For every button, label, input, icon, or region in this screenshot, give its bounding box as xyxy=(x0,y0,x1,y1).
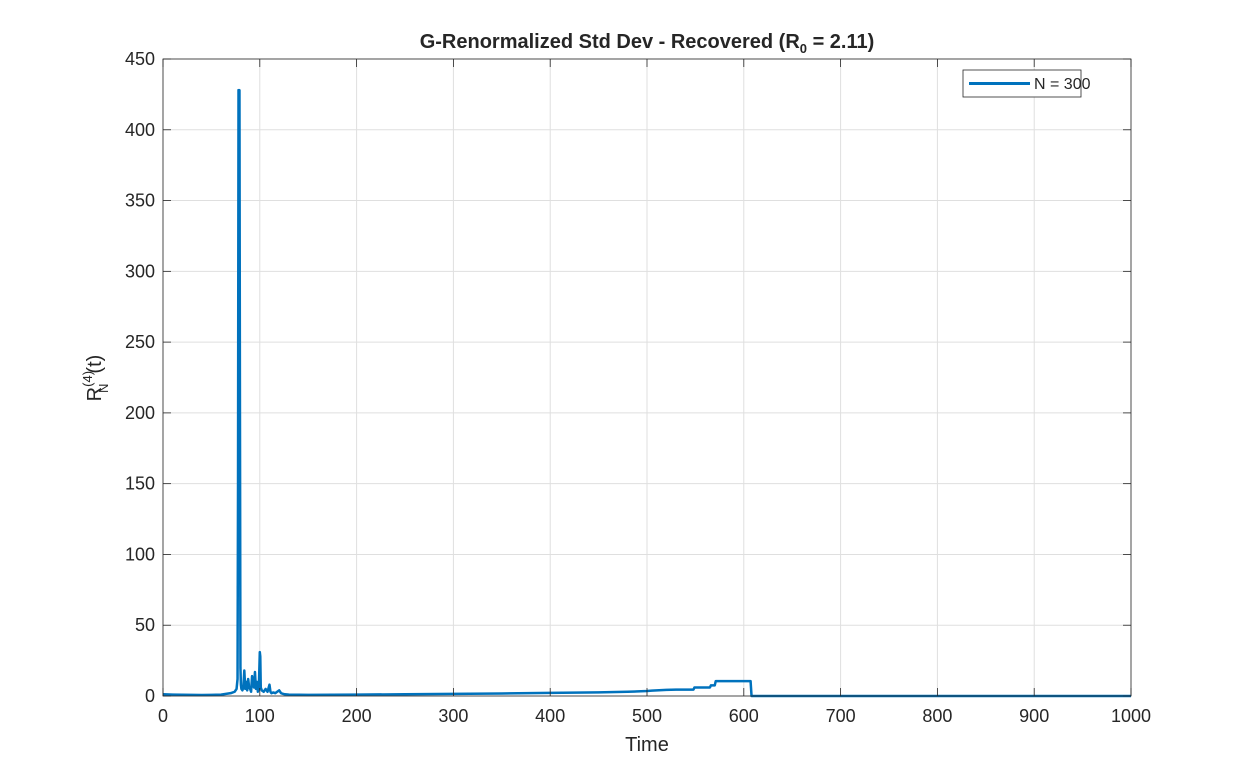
x-tick-label: 400 xyxy=(535,706,565,726)
x-tick-label: 100 xyxy=(245,706,275,726)
y-tick-label: 50 xyxy=(135,615,155,635)
x-tick-label: 500 xyxy=(632,706,662,726)
series-layer xyxy=(162,88,1131,698)
y-tick-label: 200 xyxy=(125,403,155,423)
y-tick-label: 0 xyxy=(145,686,155,706)
x-tick-label: 700 xyxy=(826,706,856,726)
x-axis-label: Time xyxy=(625,734,669,756)
y-tick-label: 350 xyxy=(125,191,155,211)
y-tick-label: 400 xyxy=(125,120,155,140)
x-tick-label: 200 xyxy=(342,706,372,726)
plot-area xyxy=(162,58,1132,698)
legend: N = 300 xyxy=(962,69,1091,98)
title-tail: = 2.11) xyxy=(807,31,874,53)
y-axis-label-superscript: (4) xyxy=(80,371,95,387)
y-tick-label: 250 xyxy=(125,332,155,352)
y-tick-label: 450 xyxy=(125,49,155,69)
legend-label-n300: N = 300 xyxy=(1034,76,1091,93)
y-tick-label: 150 xyxy=(125,474,155,494)
series-line-0 xyxy=(162,88,1131,698)
title-subscript: 0 xyxy=(800,41,807,56)
x-tick-label: 600 xyxy=(729,706,759,726)
ticks xyxy=(162,58,1132,697)
x-tick-label: 0 xyxy=(158,706,168,726)
y-axis-label: R(4)N(t) xyxy=(80,355,111,402)
x-tick-labels: 0 100 200 300 400 500 600 700 800 900 1000 xyxy=(158,706,1151,726)
x-tick-label: 1000 xyxy=(1111,706,1151,726)
y-tick-label: 300 xyxy=(125,261,155,281)
chart-title: G-Renormalized Std Dev - Recovered (R0 =… xyxy=(420,31,875,56)
x-tick-label: 900 xyxy=(1019,706,1049,726)
x-tick-label: 800 xyxy=(922,706,952,726)
y-tick-label: 100 xyxy=(125,544,155,564)
y-tick-labels: 0 50 100 150 200 250 300 350 400 450 xyxy=(125,49,155,706)
y-axis-label-tail: (t) xyxy=(84,355,106,374)
y-axis-label-subscript: N xyxy=(96,384,111,393)
x-tick-label: 300 xyxy=(438,706,468,726)
